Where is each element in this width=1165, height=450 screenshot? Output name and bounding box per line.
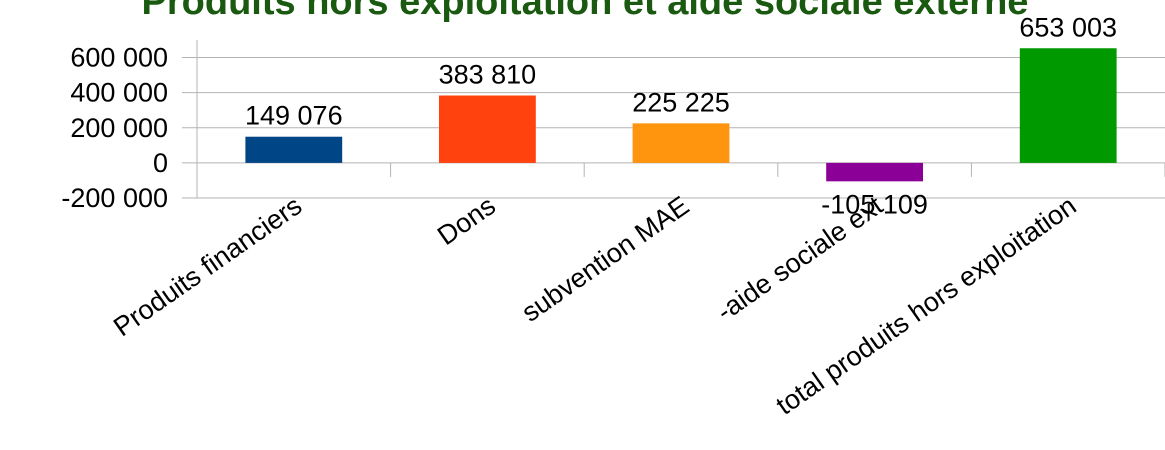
value-label: 383 810	[439, 60, 537, 90]
bar	[245, 136, 343, 163]
bar	[632, 123, 730, 163]
chart-title: Produits hors exploitation et aide socia…	[142, 0, 1029, 23]
bar	[826, 162, 923, 182]
bar	[439, 95, 536, 163]
bar	[1019, 48, 1117, 163]
value-label: -105 109	[821, 189, 928, 219]
x-tick-label: Dons	[432, 190, 501, 251]
x-tick-label: Produits financiers	[108, 190, 307, 342]
value-label: 225 225	[632, 87, 730, 117]
y-tick-label: 600 000	[70, 43, 168, 73]
value-label: 653 003	[1019, 12, 1117, 42]
y-tick-label: -200 000	[61, 183, 168, 213]
x-tick-label: subvention MAE	[516, 190, 694, 327]
x-tick-label: total produits hors exploitation	[771, 190, 1082, 420]
y-tick-label: 200 000	[70, 113, 168, 143]
x-tick-label: -aide sociale ext	[711, 190, 888, 327]
value-label: 149 076	[245, 101, 343, 131]
y-tick-label: 400 000	[70, 78, 168, 108]
y-tick-label: 0	[153, 148, 168, 178]
